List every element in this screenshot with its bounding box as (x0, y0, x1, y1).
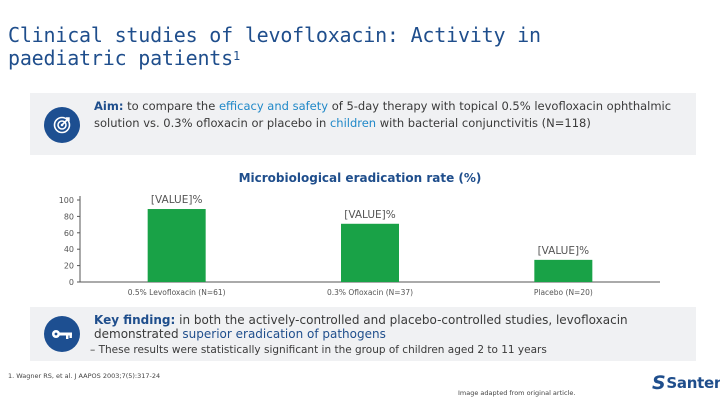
target-icon (44, 107, 80, 143)
y-tick-label: 40 (64, 245, 74, 254)
reference-footnote: 1. Wagner RS, et al. J AAPOS 2003;7(5):3… (8, 372, 161, 380)
santen-logo: S Santen (652, 372, 720, 394)
key-icon (44, 316, 80, 352)
key-finding-panel: Key finding: in both the actively-contro… (30, 307, 696, 361)
aim-text: Aim: to compare the efficacy and safety … (94, 99, 672, 130)
bar (147, 209, 206, 282)
bar (341, 223, 399, 282)
page-title: Clinical studies of levofloxacin: Activi… (8, 23, 541, 70)
y-tick-label: 0 (69, 278, 74, 287)
category-label: 0.5% Levofloxacin (N=61) (128, 288, 226, 297)
category-label: 0.3% Ofloxacin (N=37) (327, 288, 413, 297)
image-adapted-note: Image adapted from original article. (458, 389, 576, 397)
y-tick-label: 60 (64, 229, 74, 238)
title-reference-marker: 1 (232, 49, 241, 63)
aim-highlight-children: children (329, 116, 377, 130)
key-finding-label: Key finding: (94, 313, 176, 327)
bar-chart: 0 20 40 60 80 100 [VALUE]% 0.5% Levofloxacin (N… (59, 194, 660, 297)
bar-value-label: [VALUE]% (538, 245, 590, 257)
y-tick-label: 100 (59, 196, 74, 205)
chart-title: Microbiological eradication rate (%) (238, 171, 482, 185)
aim-panel: Aim: to compare the efficacy and safety … (30, 93, 696, 155)
key-finding-text: Key finding: in both the actively-contro… (94, 313, 628, 341)
bar (534, 259, 593, 282)
category-label: Placebo (N=20) (534, 288, 593, 297)
y-tick-label: 20 (64, 262, 74, 271)
bar-value-label: [VALUE]% (151, 194, 203, 206)
key-finding-subpoint: – These results were statistically signi… (90, 344, 547, 356)
key-finding-highlight: superior eradication of pathogens (182, 327, 386, 341)
bar-value-label: [VALUE]% (344, 209, 396, 221)
y-tick-label: 80 (64, 212, 74, 221)
aim-label: Aim: (94, 99, 124, 113)
aim-highlight-efficacy: efficacy and safety (218, 99, 329, 113)
